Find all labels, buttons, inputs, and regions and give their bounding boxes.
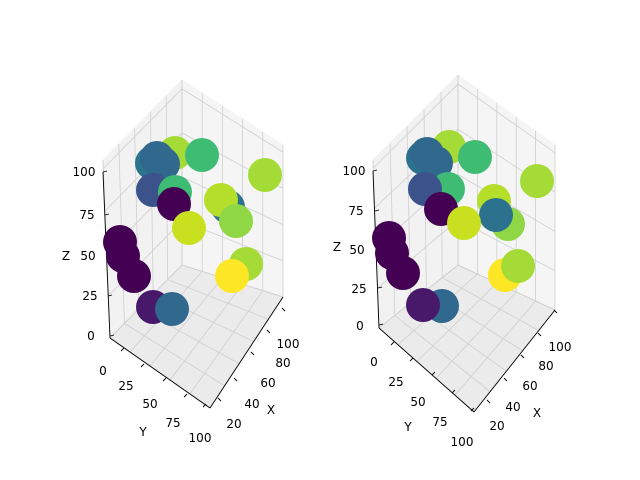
z-tick-label: 75 <box>79 208 94 222</box>
y-tick-label: 50 <box>142 397 157 411</box>
data-point <box>501 249 535 283</box>
x-axis-label: X <box>533 406 541 420</box>
y-axis-line <box>378 327 475 413</box>
z-tick-label: 0 <box>87 329 95 343</box>
y-tick-label: 25 <box>118 379 133 393</box>
z-tick-label: 100 <box>73 165 96 179</box>
axis-labels: X Y Z <box>333 240 541 434</box>
data-point <box>386 256 420 290</box>
data-point <box>419 146 453 180</box>
y-tick-label: 0 <box>99 364 107 378</box>
z-axis-label: Z <box>62 249 70 263</box>
data-point <box>248 158 282 192</box>
data-point <box>520 164 554 198</box>
data-point <box>146 147 180 181</box>
y-axis-label: Y <box>403 420 412 434</box>
data-point <box>155 292 189 326</box>
y-tick-label: 100 <box>451 435 474 449</box>
data-point <box>172 211 206 245</box>
axis-labels: X Y Z <box>62 249 275 439</box>
x-axis-line <box>473 309 556 413</box>
y-tick-label: 75 <box>165 416 180 430</box>
x-tick-label: 80 <box>538 359 553 373</box>
data-point <box>219 204 253 238</box>
data-point <box>447 206 481 240</box>
z-tick-label: 0 <box>356 319 364 333</box>
y-tick-label: 0 <box>370 355 378 369</box>
x-tick-label: 60 <box>522 379 537 393</box>
x-tick-label: 100 <box>277 337 300 351</box>
z-axis-label: Z <box>333 240 341 254</box>
scatter-points <box>372 130 554 323</box>
y-axis-label: Y <box>138 425 147 439</box>
data-point <box>406 288 440 322</box>
data-point <box>185 138 219 172</box>
y-tick-label: 75 <box>432 415 447 429</box>
data-point <box>117 259 151 293</box>
x-tick-label: 20 <box>226 417 241 431</box>
z-tick-label: 25 <box>351 282 366 296</box>
y-tick-label: 25 <box>388 375 403 389</box>
x-tick-label: 80 <box>275 356 290 370</box>
y-tick-label: 50 <box>410 395 425 409</box>
z-tick-label: 50 <box>80 249 95 263</box>
z-tick-label: 75 <box>348 204 363 218</box>
scatter-points <box>103 136 282 326</box>
z-tick-label: 25 <box>82 289 97 303</box>
x-axis-line <box>209 296 284 409</box>
x-tick-label: 40 <box>505 400 520 414</box>
x-tick-label: 100 <box>549 340 572 354</box>
x-tick-label: 60 <box>260 376 275 390</box>
data-point <box>215 259 249 293</box>
y-axis-line <box>109 337 211 409</box>
z-tick-label: 50 <box>349 243 364 257</box>
x-tick-label: 40 <box>244 397 259 411</box>
x-tick-label: 20 <box>489 419 504 433</box>
data-point <box>479 198 513 232</box>
data-point <box>458 140 492 174</box>
y-tick-label: 100 <box>189 431 212 445</box>
z-tick-label: 100 <box>343 164 366 178</box>
axis-lines <box>372 169 558 413</box>
x-axis-label: X <box>267 403 275 417</box>
